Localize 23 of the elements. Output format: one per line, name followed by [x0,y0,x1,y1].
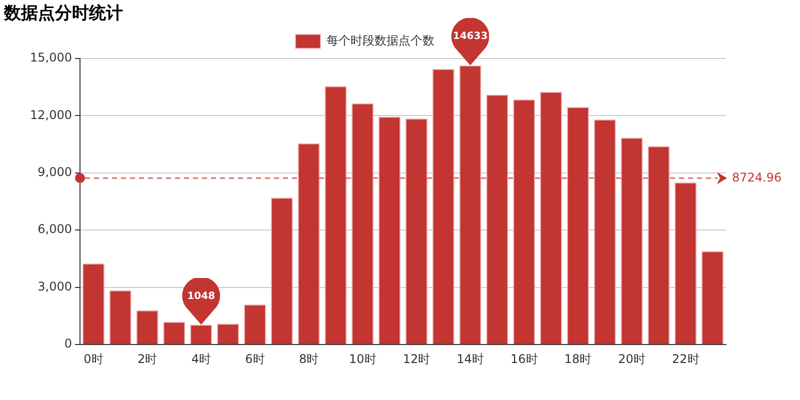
x-tick-label: 4时 [191,352,211,366]
x-tick-label: 10时 [348,352,376,366]
x-tick-label: 0时 [84,352,104,366]
annotation: 14633 [452,30,489,44]
y-tick-label: 12,000 [30,108,72,122]
x-tick-label: 12时 [402,352,430,366]
x-tick-label: 22时 [672,352,700,366]
x-tick-label: 6时 [245,352,265,366]
y-tick-label: 3,000 [38,279,72,294]
x-tick-label: 2时 [137,352,158,366]
x-tick-label: 14时 [456,352,484,366]
annotation: 1048 [186,290,216,304]
x-tick-label: 8时 [298,352,319,366]
x-tick-label: 18时 [564,352,592,366]
x-tick-label: 20时 [618,352,646,366]
x-tick-label: 16时 [510,352,538,366]
legend-label: 每个时段数据点个数 [326,34,434,48]
y-tick-label: 15,000 [30,50,72,65]
ref-line-label: 8724.96 [732,170,782,184]
y-tick-label: 0 [64,336,72,351]
y-tick-label: 9,000 [38,165,72,180]
y-tick-label: 6,000 [38,222,72,236]
chart-title: 数据点分时统计 [3,4,123,24]
